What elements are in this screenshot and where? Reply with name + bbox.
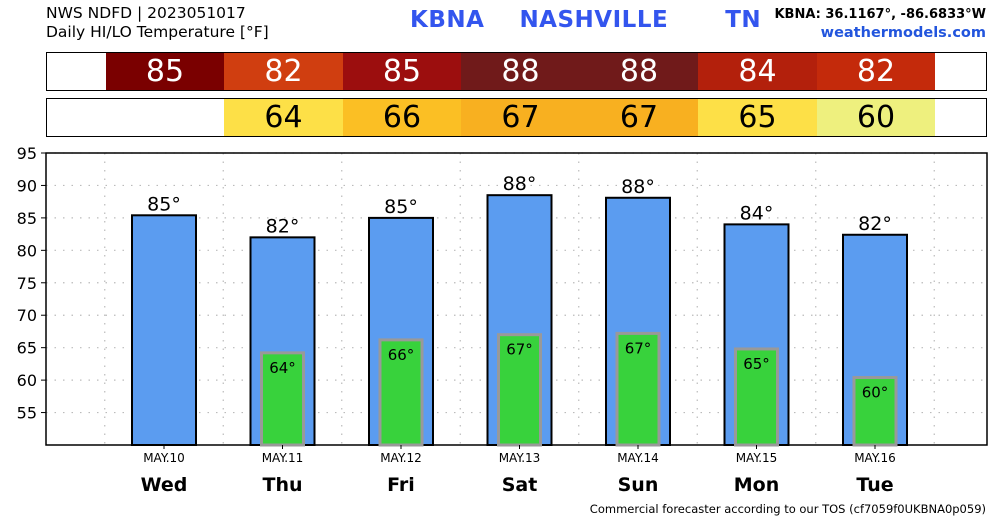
- low-strip-cell: 65: [698, 99, 817, 136]
- station-city: NASHVILLE: [519, 7, 669, 33]
- x-date-label: MAY.16: [854, 451, 896, 465]
- y-tick-label: 80: [17, 241, 37, 260]
- x-date-label: MAY.10: [143, 451, 185, 465]
- y-tick-label: 70: [17, 306, 37, 325]
- x-day-label: Mon: [734, 474, 780, 496]
- low-bar: [615, 331, 661, 447]
- x-day-label: Tue: [856, 474, 893, 496]
- station-coordinates: KBNA: 36.1167°, -86.6833°W: [774, 7, 986, 22]
- high-strip-cell: 82: [816, 53, 936, 90]
- high-bar-label: 85°: [147, 193, 181, 215]
- x-day-label: Sat: [502, 474, 538, 496]
- high-strip-cell: 85: [342, 53, 462, 90]
- high-strip-cell: 88: [461, 53, 580, 90]
- x-date-label: MAY.13: [499, 451, 541, 465]
- low-bar-label: 67°: [625, 339, 652, 357]
- x-day-label: Thu: [262, 474, 302, 496]
- low-strip-cell: 60: [816, 99, 936, 136]
- header-right: KBNA: 36.1167°, -86.6833°W weathermodels…: [774, 5, 986, 43]
- x-date-label: MAY.15: [736, 451, 778, 465]
- low-bar: [734, 347, 779, 447]
- x-date-label: MAY.12: [380, 451, 422, 465]
- y-tick-label: 85: [17, 209, 37, 228]
- high-bar-label: 84°: [740, 202, 774, 224]
- y-tick-label: 55: [17, 404, 37, 423]
- header-left: NWS NDFD | 2023051017 Daily HI/LO Temper…: [46, 4, 269, 42]
- high-temperature-strip: 85 82 85 88 88 84 82: [46, 52, 987, 91]
- high-bar: [131, 214, 197, 446]
- low-strip-cell: 67: [579, 99, 699, 136]
- footer-note: Commercial forecaster according to our T…: [589, 502, 986, 516]
- x-day-label: Fri: [387, 474, 415, 496]
- low-bar: [260, 351, 305, 447]
- high-strip-cell: 88: [579, 53, 699, 90]
- high-bar-label: 85°: [384, 196, 418, 218]
- high-strip-cell: 85: [105, 53, 225, 90]
- y-tick-label: 65: [17, 339, 37, 358]
- low-bar-label: 64°: [269, 359, 296, 377]
- low-bar: [378, 338, 424, 447]
- high-bar-label: 82°: [266, 215, 300, 237]
- x-date-label: MAY.14: [617, 451, 659, 465]
- y-tick-label: 60: [17, 371, 37, 390]
- site-link[interactable]: weathermodels.com: [820, 25, 986, 41]
- low-bar-label: 67°: [506, 341, 533, 359]
- high-bar-label: 88°: [621, 176, 655, 198]
- low-bar-label: 66°: [388, 346, 415, 364]
- high-strip-cell: 84: [698, 53, 817, 90]
- low-strip-cell: 67: [461, 99, 580, 136]
- station-state: TN: [725, 7, 762, 33]
- station-title: KBNA NASHVILLE TN: [410, 7, 761, 33]
- product-line: NWS NDFD | 2023051017: [46, 4, 246, 22]
- variable-line: Daily HI/LO Temperature [°F]: [46, 23, 269, 41]
- low-bar: [497, 333, 542, 447]
- y-tick-label: 95: [17, 144, 37, 163]
- y-tick-label: 90: [17, 176, 37, 195]
- station-id: KBNA: [410, 7, 485, 33]
- high-bar-label: 88°: [503, 173, 537, 195]
- low-temperature-strip: 64 66 67 67 65 60: [46, 98, 987, 137]
- high-strip-cell: 82: [224, 53, 343, 90]
- low-strip-cell: 64: [224, 99, 343, 136]
- x-date-label: MAY.11: [262, 451, 304, 465]
- x-day-label: Wed: [141, 474, 188, 496]
- high-bar-label: 82°: [858, 213, 892, 235]
- y-tick-label: 75: [17, 274, 37, 293]
- low-bar-label: 60°: [862, 384, 889, 402]
- low-strip-cell: 66: [342, 99, 462, 136]
- low-bar-label: 65°: [743, 355, 770, 373]
- x-day-label: Sun: [618, 474, 659, 496]
